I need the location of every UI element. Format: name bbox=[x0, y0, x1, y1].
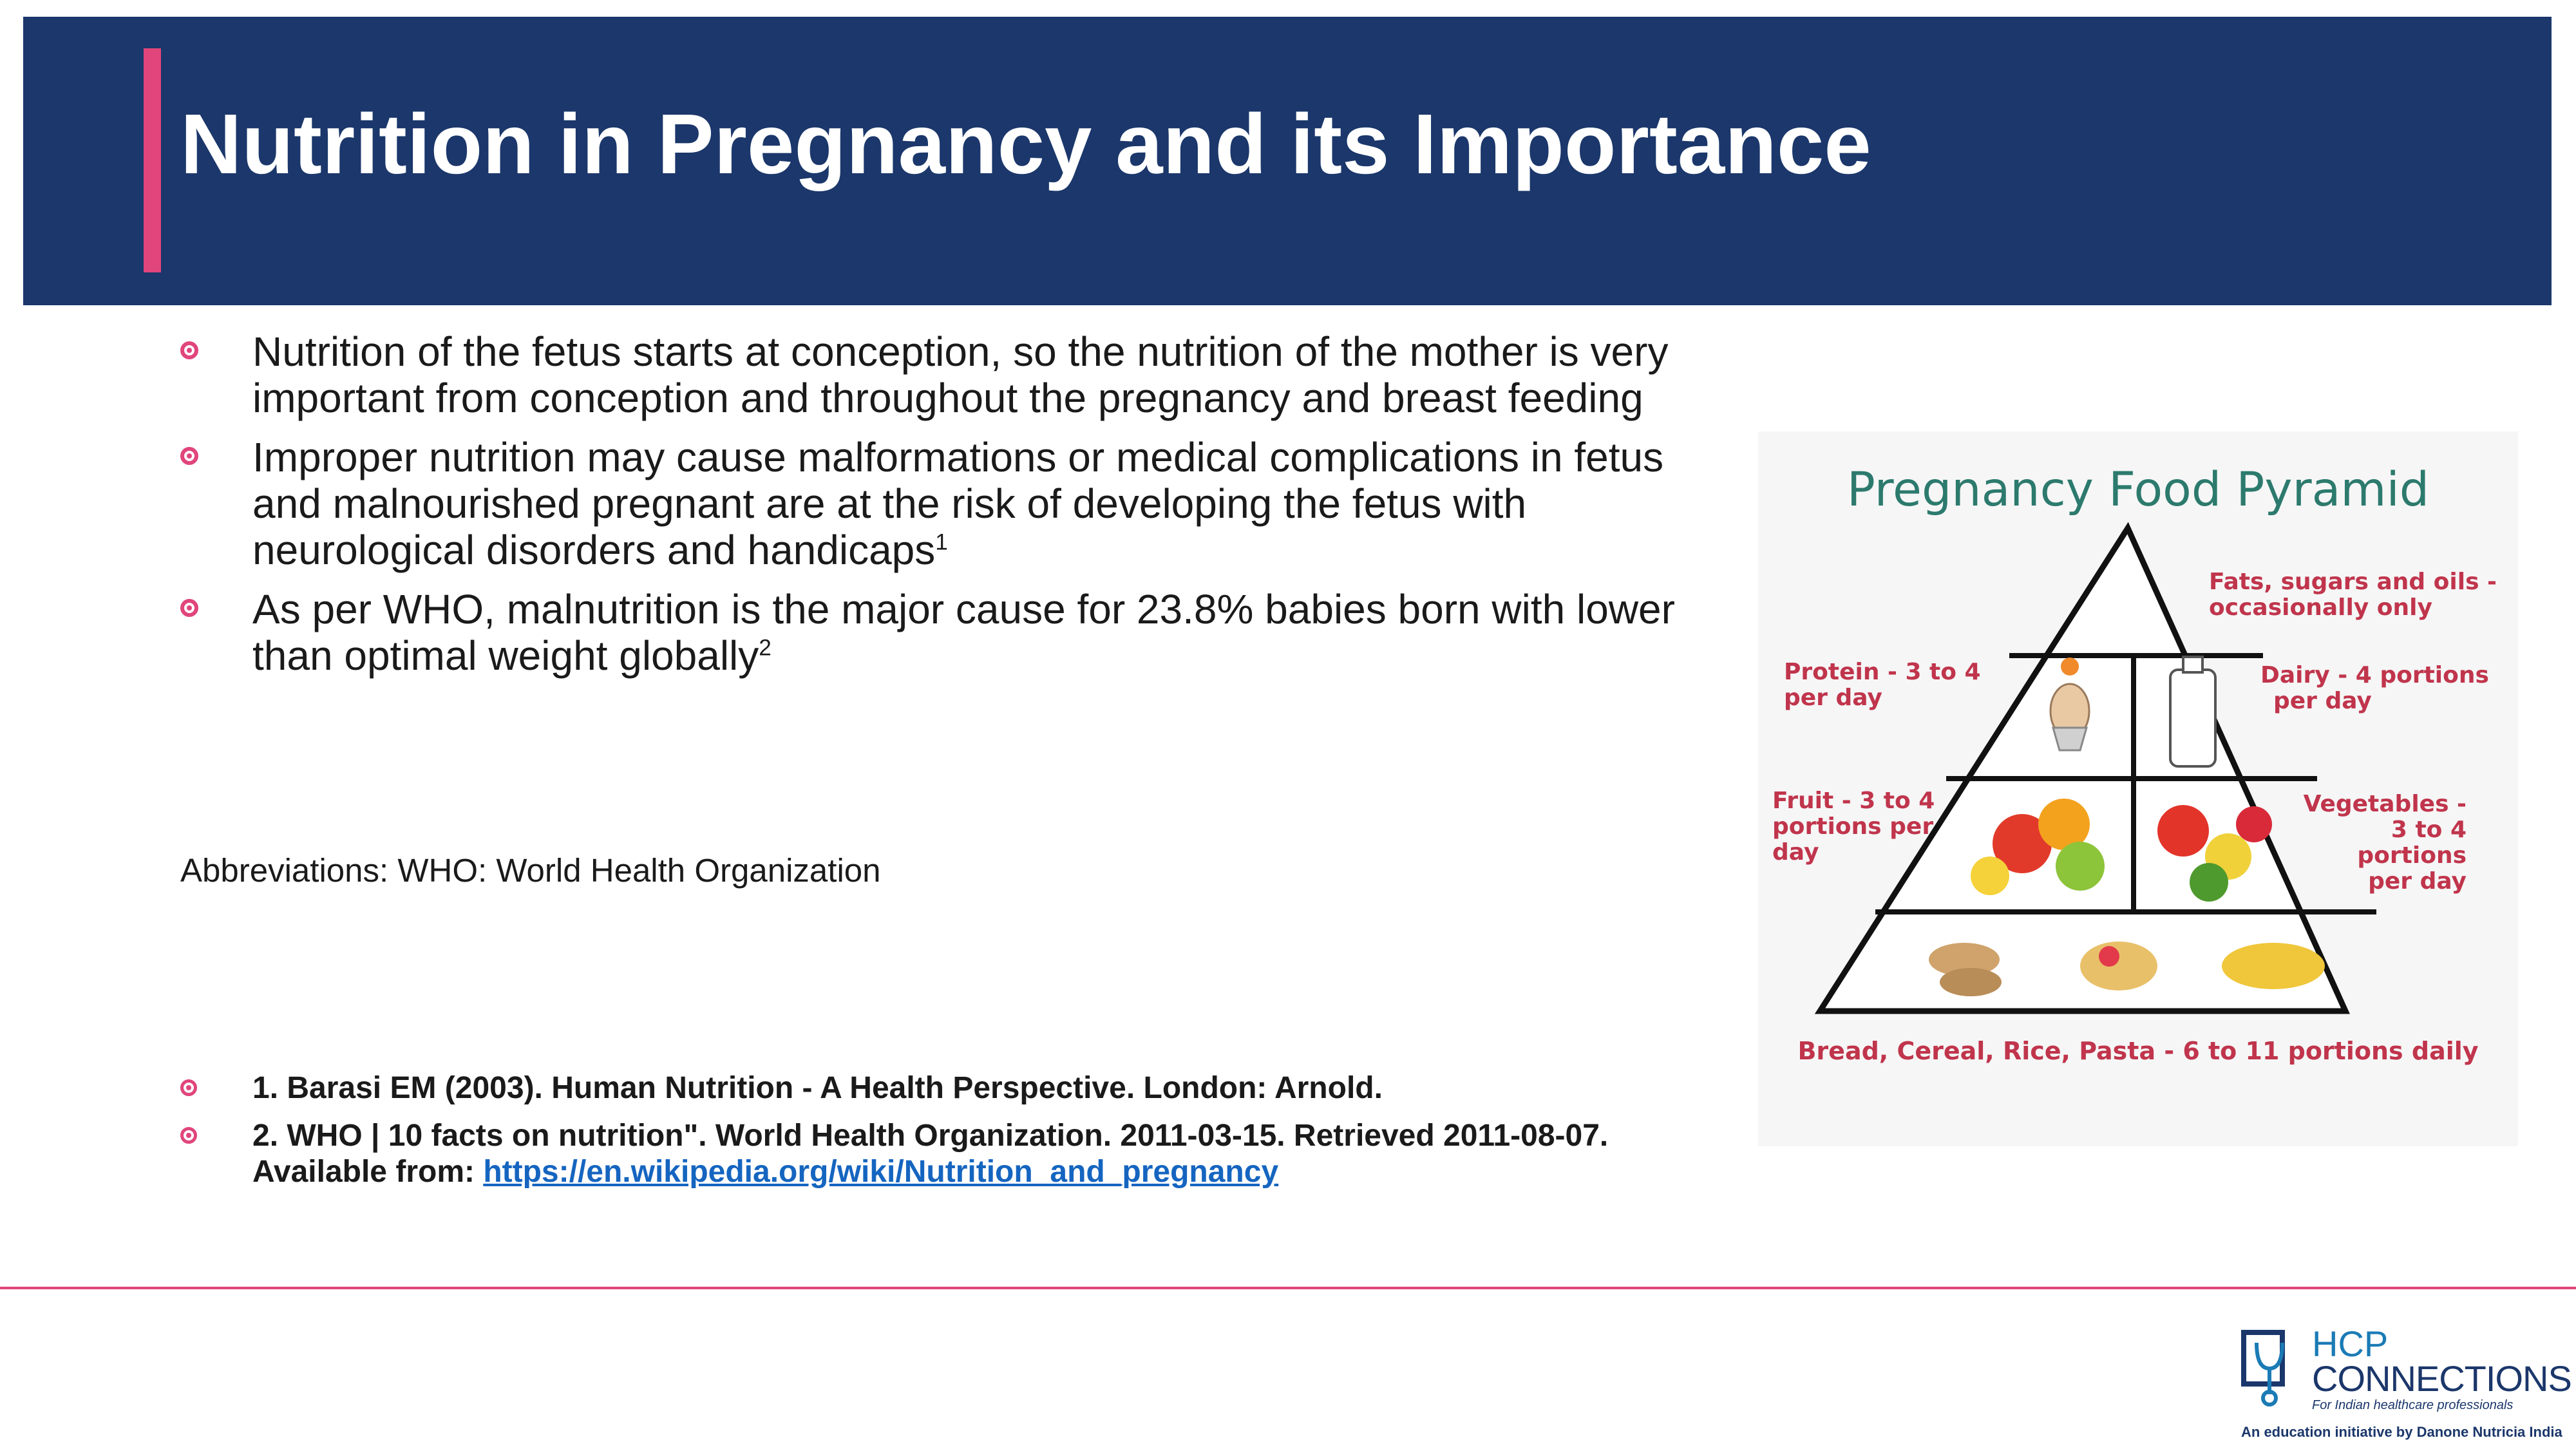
reference-link[interactable]: https://en.wikipedia.org/wiki/Nutrition_… bbox=[483, 1155, 1279, 1189]
footnote-marker: 1 bbox=[935, 529, 948, 555]
fruit-label-line3: day bbox=[1772, 839, 1819, 866]
abbreviations-note: Abbreviations: WHO: World Health Organiz… bbox=[180, 852, 881, 889]
fats-label-line1: Fats, sugars and oils - bbox=[2209, 569, 2497, 595]
bullet-icon bbox=[180, 1127, 197, 1144]
stethoscope-icon bbox=[2241, 1330, 2285, 1406]
reference-item: 1. Barasi EM (2003). Human Nutrition - A… bbox=[180, 1070, 1790, 1106]
logo-text-connections: CONNECTIONS bbox=[2312, 1358, 2572, 1399]
footer-divider bbox=[0, 1287, 2576, 1289]
fats-label-line2: occasionally only bbox=[2209, 594, 2432, 621]
vegetables-label-line2: 3 to 4 bbox=[2391, 817, 2467, 843]
slide-title: Nutrition in Pregnancy and its Importanc… bbox=[180, 97, 1871, 191]
bullet-item: Improper nutrition may cause malformatio… bbox=[180, 434, 1739, 573]
food-pyramid-illustration: Pregnancy Food Pyramid bbox=[1772, 462, 2497, 1065]
fruit-label-line1: Fruit - 3 to 4 bbox=[1772, 788, 1935, 814]
base-label: Bread, Cereal, Rice, Pasta - 6 to 11 por… bbox=[1797, 1037, 2478, 1065]
reference-text: 1. Barasi EM (2003). Human Nutrition - A… bbox=[252, 1071, 1383, 1105]
milk-bottle-icon bbox=[2169, 656, 2217, 768]
bullet-icon bbox=[180, 599, 198, 617]
logo-text-hcp: HCP bbox=[2312, 1323, 2389, 1364]
title-accent-bar bbox=[144, 48, 161, 272]
egg-cup-icon bbox=[2049, 658, 2090, 752]
bullet-list: Nutrition of the fetus starts at concept… bbox=[180, 328, 1739, 692]
vegetables-label-line1: Vegetables - bbox=[2304, 791, 2467, 817]
fruit-icon bbox=[1971, 799, 2105, 895]
vegetables-icon bbox=[2157, 805, 2272, 902]
vegetables-label-line3: portions bbox=[2357, 842, 2467, 869]
pyramid-title: Pregnancy Food Pyramid bbox=[1847, 462, 2429, 517]
bullet-text: As per WHO, malnutrition is the major ca… bbox=[252, 586, 1675, 679]
vegetables-label-line4: per day bbox=[2368, 868, 2467, 895]
protein-label-line1: Protein - 3 to 4 bbox=[1784, 659, 1981, 685]
bullet-icon bbox=[180, 1079, 197, 1096]
logo-initiative-note: An education initiative by Danone Nutric… bbox=[2241, 1424, 2562, 1440]
title-banner bbox=[23, 17, 2552, 305]
reference-list: 1. Barasi EM (2003). Human Nutrition - A… bbox=[180, 1070, 1790, 1202]
dairy-label-line2: per day bbox=[2273, 688, 2372, 714]
reference-prefix: Available from: bbox=[252, 1155, 484, 1189]
bullet-text: Improper nutrition may cause malformatio… bbox=[252, 434, 1664, 573]
hcp-connections-logo: HCP CONNECTIONS For Indian healthcare pr… bbox=[2228, 1317, 2572, 1446]
bullet-icon bbox=[180, 447, 198, 465]
bullet-item: Nutrition of the fetus starts at concept… bbox=[180, 328, 1739, 421]
logo-tagline: For Indian healthcare professionals bbox=[2312, 1398, 2514, 1412]
dairy-label-line1: Dairy - 4 portions bbox=[2260, 662, 2489, 688]
grains-icon bbox=[1929, 942, 2325, 996]
bullet-icon bbox=[180, 341, 198, 359]
bullet-item: As per WHO, malnutrition is the major ca… bbox=[180, 586, 1739, 679]
fruit-label-line2: portions per bbox=[1772, 813, 1933, 840]
protein-label-line2: per day bbox=[1784, 685, 1882, 711]
bullet-text: Nutrition of the fetus starts at concept… bbox=[252, 328, 1669, 421]
reference-item: 2. WHO | 10 facts on nutrition". World H… bbox=[180, 1118, 1790, 1190]
footnote-marker: 2 bbox=[759, 635, 772, 661]
reference-text: 2. WHO | 10 facts on nutrition". World H… bbox=[252, 1119, 1609, 1153]
food-pyramid-image: Pregnancy Food Pyramid bbox=[1758, 431, 2518, 1146]
